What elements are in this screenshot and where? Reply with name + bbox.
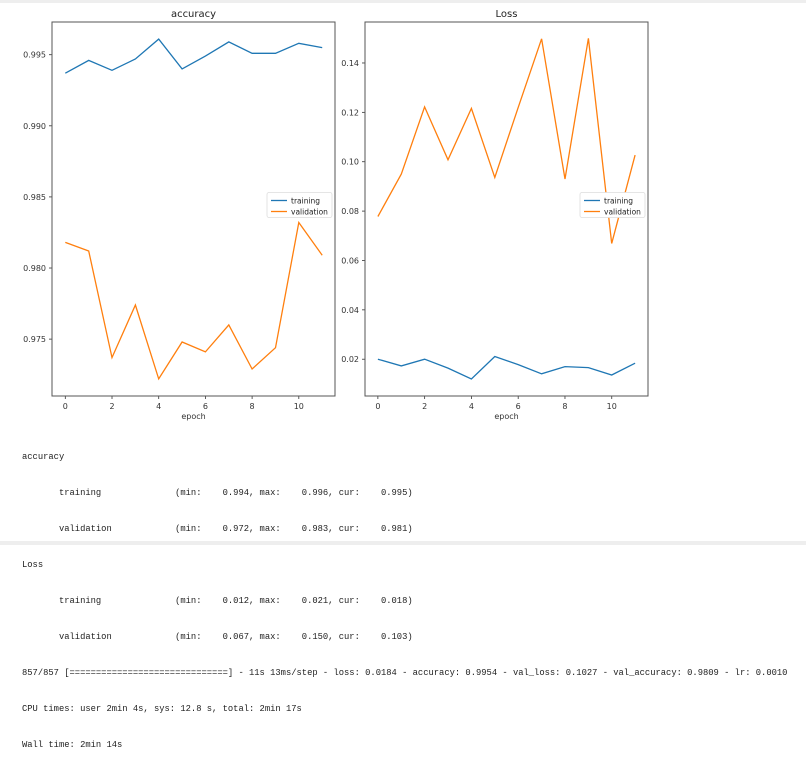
x-tick-label: 2	[109, 402, 114, 411]
x-tick-label: 10	[607, 402, 617, 411]
x-tick-label: 8	[250, 402, 255, 411]
output-line-loss-validation: validation (min: 0.067, max: 0.150, cur:…	[22, 631, 802, 643]
y-tick-label: 0.995	[23, 51, 46, 60]
y-tick-label: 0.985	[23, 193, 46, 202]
output-line-loss-training: training (min: 0.012, max: 0.021, cur: 0…	[22, 595, 802, 607]
output-line-accuracy-header: accuracy	[22, 451, 802, 463]
output-line-progress: 857/857 [==============================]…	[22, 667, 802, 679]
series-line-validation	[65, 223, 322, 379]
x-tick-label: 0	[63, 402, 68, 411]
y-tick-label: 0.08	[341, 207, 359, 216]
output-line-cpu-times: CPU times: user 2min 4s, sys: 12.8 s, to…	[22, 703, 802, 715]
x-tick-label: 2	[422, 402, 427, 411]
chart-accuracy: accuracy 0 2 4 6 8 10 0.975 0.980 0.985 0.990 0.995…	[23, 9, 335, 421]
x-tick-label: 0	[375, 402, 380, 411]
y-tick-label: 0.04	[341, 306, 359, 315]
x-tick-label: 6	[516, 402, 521, 411]
x-tick-label: 4	[469, 402, 474, 411]
training-charts: accuracy 0 2 4 6 8 10 0.975 0.980 0.985 0.990 0.995…	[0, 0, 806, 425]
x-tick-label: 8	[562, 402, 567, 411]
x-axis-label: epoch	[181, 412, 205, 421]
legend-label-training: training	[291, 197, 320, 206]
y-tick-label: 0.02	[341, 355, 359, 364]
cell-output: accuracy training (min: 0.994, max: 0.99…	[22, 427, 802, 763]
chart-loss: Loss 0 2 4 6 8 10 0.02 0.04 0.06 0.08 0.10 0.12 0.14 e…	[341, 9, 648, 421]
legend-label-training: training	[604, 197, 633, 206]
x-axis-label: epoch	[494, 412, 518, 421]
x-tick-label: 4	[156, 402, 161, 411]
x-tick-label: 6	[203, 402, 208, 411]
y-tick-label: 0.10	[341, 158, 359, 167]
output-line-accuracy-training: training (min: 0.994, max: 0.996, cur: 0…	[22, 487, 802, 499]
chart-title: accuracy	[171, 9, 216, 20]
cell-bottom-border	[0, 541, 806, 545]
y-tick-label: 0.975	[23, 335, 46, 344]
legend: training validation	[580, 193, 645, 218]
legend-label-validation: validation	[604, 208, 641, 217]
series-line-training	[378, 357, 635, 380]
legend: training validation	[267, 193, 332, 218]
y-tick-label: 0.990	[23, 122, 46, 131]
y-tick-label: 0.14	[341, 59, 359, 68]
output-line-wall-time: Wall time: 2min 14s	[22, 739, 802, 751]
output-line-accuracy-validation: validation (min: 0.972, max: 0.983, cur:…	[22, 523, 802, 535]
y-tick-label: 0.06	[341, 256, 359, 265]
y-tick-label: 0.12	[341, 108, 359, 117]
series-line-training	[65, 39, 322, 73]
legend-label-validation: validation	[291, 208, 328, 217]
y-tick-label: 0.980	[23, 264, 46, 273]
x-tick-label: 10	[294, 402, 304, 411]
chart-title: Loss	[496, 9, 518, 20]
output-line-loss-header: Loss	[22, 559, 802, 571]
